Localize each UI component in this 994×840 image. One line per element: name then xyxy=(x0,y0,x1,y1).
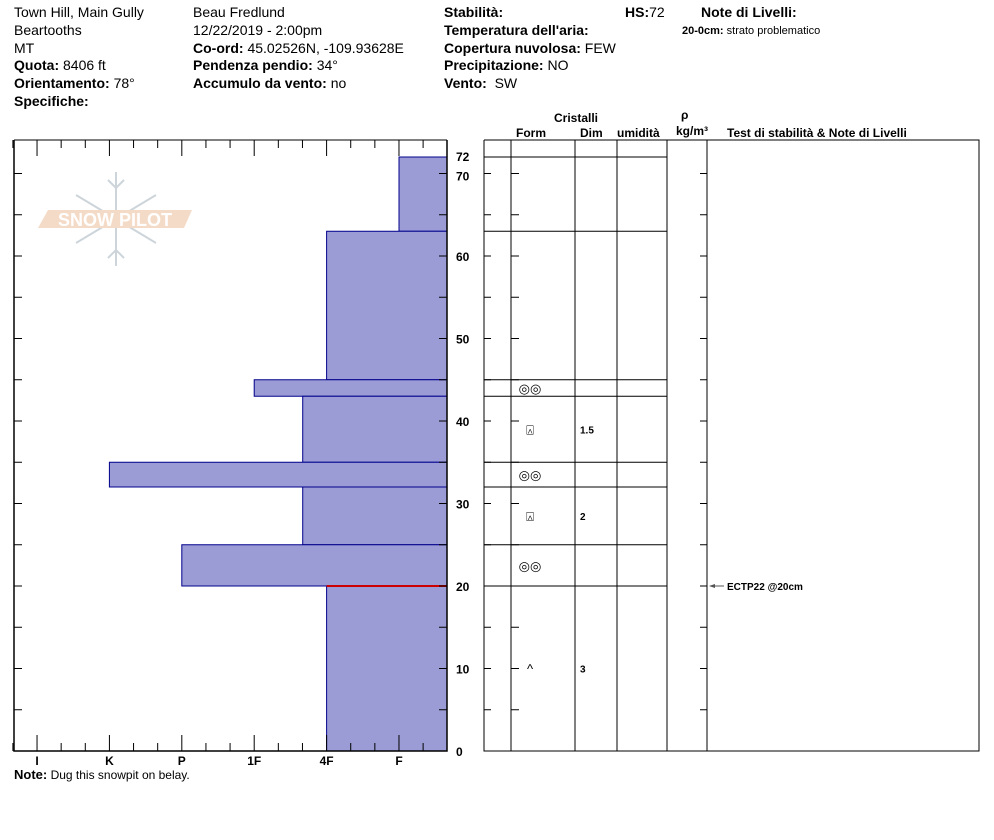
density-unit-header: kg/m³ xyxy=(676,124,709,138)
aspect-label: Orientamento: xyxy=(14,75,110,91)
sky-value: FEW xyxy=(584,40,616,56)
hardness-bar xyxy=(398,156,448,232)
airtemp-label: Temperatura dell'aria: xyxy=(444,22,589,38)
hs: HS:72 xyxy=(625,4,665,21)
y-tick-label: 40 xyxy=(456,415,470,429)
note-label: Note: xyxy=(14,767,48,782)
size-header: Dim xyxy=(580,126,603,140)
crystal-form-symbol: ⍓ xyxy=(526,422,534,437)
crystal-form-symbol: ◎◎ xyxy=(519,468,542,483)
crystals-header: Cristalli xyxy=(554,111,599,125)
hardness-bar xyxy=(181,544,448,587)
table-frame xyxy=(483,139,980,752)
y-tick-label: 0 xyxy=(456,745,463,759)
layer-notes-label: Note di Livelli: xyxy=(701,4,797,20)
y-tick-label: 20 xyxy=(456,580,470,594)
layer-note-text: strato problematico xyxy=(726,25,821,37)
crystal-form-symbol: ◎◎ xyxy=(519,558,542,573)
hardness-bar xyxy=(108,461,448,488)
precip-value: NO xyxy=(547,57,569,73)
elevation-label: Quota: xyxy=(14,57,60,73)
precip-label: Precipitazione: xyxy=(444,57,544,73)
hs-value: 72 xyxy=(649,4,665,20)
y-tick-label: 70 xyxy=(456,170,470,184)
precip: Precipitazione: NO xyxy=(444,57,568,74)
slope-label: Pendenza pendio: xyxy=(193,57,313,73)
hardness-bar xyxy=(302,395,448,463)
snowpilot-logo: SNOW PILOT xyxy=(38,172,192,266)
y-tick-label: 72 xyxy=(456,150,470,164)
y-tick-label: 10 xyxy=(456,663,470,677)
y-tick-label: 60 xyxy=(456,250,470,264)
svg-text:SNOW PILOT: SNOW PILOT xyxy=(58,210,172,230)
x-tick-label: 4F xyxy=(320,754,334,768)
hardness-bar xyxy=(253,379,448,397)
observer: Beau Fredlund xyxy=(193,4,285,20)
slope: Pendenza pendio: 34° xyxy=(193,57,338,74)
slope-value: 34° xyxy=(316,57,338,73)
coord: Co-ord: 45.02526N, -109.93628E xyxy=(193,40,404,57)
sky-label: Copertura nuvolosa: xyxy=(444,40,581,56)
state: MT xyxy=(14,40,35,56)
y-tick-label: 30 xyxy=(456,498,470,512)
stability-test-note: ECTP22 @20cm xyxy=(727,582,803,593)
windload: Accumulo da vento: no xyxy=(193,75,346,92)
hs-label: HS: xyxy=(625,4,650,20)
hardness-bar xyxy=(326,230,448,381)
sky: Copertura nuvolosa: FEW xyxy=(444,40,616,57)
rho-header: ρ xyxy=(681,108,689,122)
wind-value: SW xyxy=(494,75,518,91)
layer-note-range: 20-0cm: xyxy=(682,25,724,37)
crystal-size: 3 xyxy=(580,665,586,676)
hardness-bar xyxy=(326,585,448,752)
stability-label: Stabilità: xyxy=(444,4,504,20)
crystal-form-symbol: ◎◎ xyxy=(519,381,542,396)
datetime: 12/22/2019 - 2:00pm xyxy=(193,22,323,38)
crystal-size: 2 xyxy=(580,512,586,523)
crystal-form-symbol: ^ xyxy=(527,662,534,677)
specifics-label: Specifiche: xyxy=(14,93,89,109)
elevation-value: 8406 ft xyxy=(63,57,106,73)
coord-value: 45.02526N, -109.93628E xyxy=(247,40,404,56)
x-tick-label: F xyxy=(395,754,402,768)
x-tick-label: I xyxy=(35,754,38,768)
layer-note: 20-0cm: strato problematico xyxy=(682,23,820,40)
crystal-form-symbol: ⍓ xyxy=(526,509,534,524)
note: Note: Dug this snowpit on belay. xyxy=(14,766,190,784)
x-tick-label: 1F xyxy=(247,754,261,768)
x-tick-label: K xyxy=(105,754,114,768)
arrow-head-icon xyxy=(709,584,715,588)
wind-label: Vento: xyxy=(444,75,487,91)
form-header: Form xyxy=(516,126,546,140)
elevation: Quota: 8406 ft xyxy=(14,57,106,74)
windload-value: no xyxy=(330,75,347,91)
note-text: Dug this snowpit on belay. xyxy=(50,768,190,782)
crystal-size: 1.5 xyxy=(580,425,594,436)
aspect-value: 78° xyxy=(113,75,135,91)
x-tick-label: P xyxy=(178,754,186,768)
windload-label: Accumulo da vento: xyxy=(193,75,327,91)
y-tick-label: 50 xyxy=(456,333,470,347)
range: Beartooths xyxy=(14,22,82,38)
aspect: Orientamento: 78° xyxy=(14,75,135,92)
hardness-bar xyxy=(302,486,448,546)
location: Town Hill, Main Gully xyxy=(14,4,144,20)
tests-header: Test di stabilità & Note di Livelli xyxy=(727,126,907,140)
coord-label: Co-ord: xyxy=(193,40,244,56)
moisture-header: umidità xyxy=(617,126,660,140)
wind: Vento: SW xyxy=(444,75,517,92)
